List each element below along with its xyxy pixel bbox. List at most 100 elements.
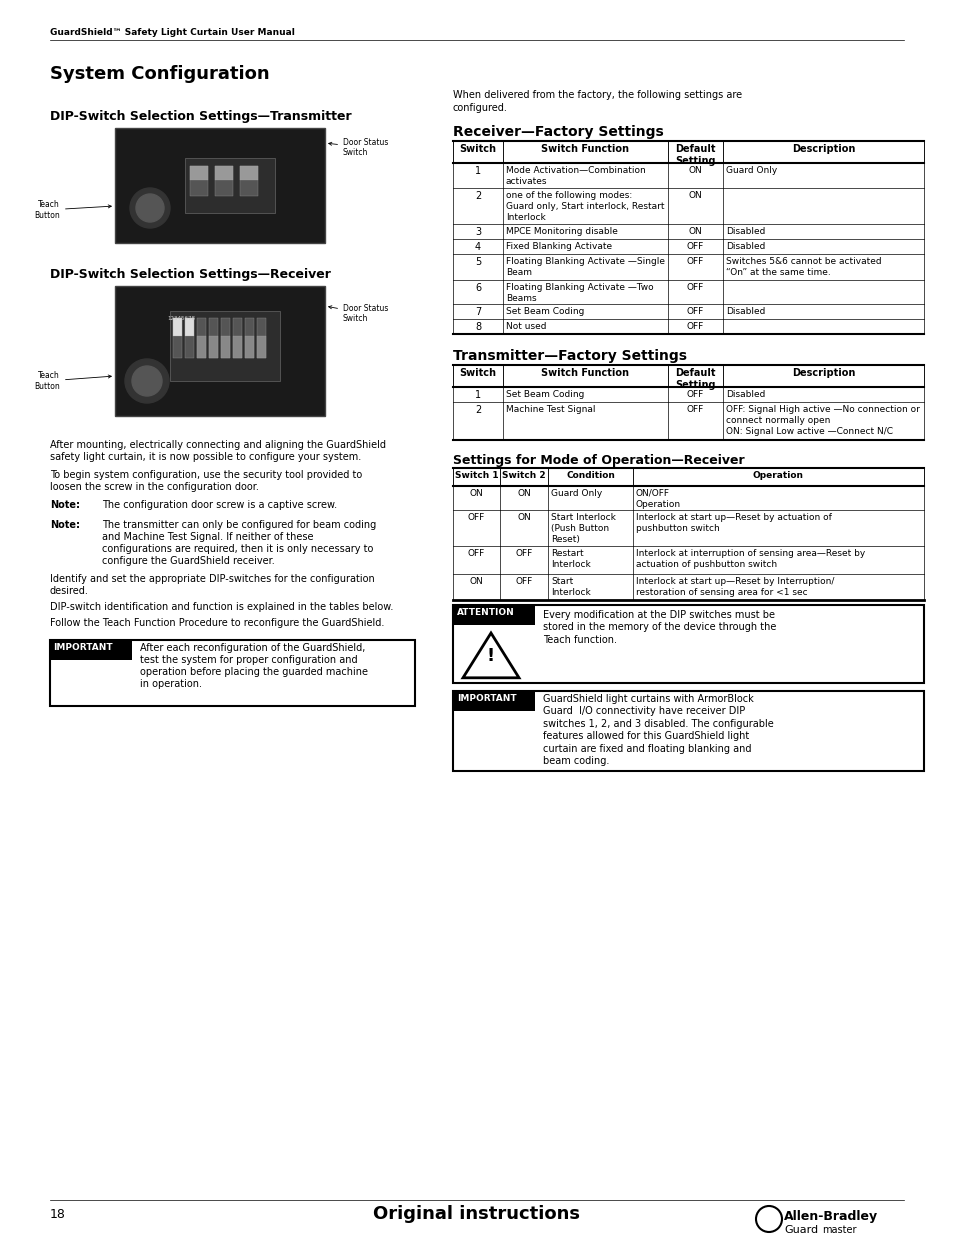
Text: OFF: OFF xyxy=(686,257,703,266)
Circle shape xyxy=(136,194,164,222)
Bar xyxy=(170,311,280,382)
Text: OFF: OFF xyxy=(686,390,703,399)
Text: Operation: Operation xyxy=(752,471,803,480)
Text: ON: ON xyxy=(517,489,530,498)
Text: After each reconfiguration of the GuardShield,: After each reconfiguration of the GuardS… xyxy=(140,643,365,653)
Text: OFF: OFF xyxy=(686,405,703,414)
Text: Disabled: Disabled xyxy=(725,390,764,399)
Bar xyxy=(453,692,535,711)
Text: Allen-Bradley: Allen-Bradley xyxy=(783,1210,877,1223)
Bar xyxy=(115,128,325,243)
Text: one of the following modes:
Guard only, Start interlock, Restart
Interlock: one of the following modes: Guard only, … xyxy=(505,191,664,222)
Bar xyxy=(214,165,233,180)
Bar xyxy=(172,317,182,358)
Bar xyxy=(214,165,233,196)
Text: Disabled: Disabled xyxy=(725,242,764,251)
Text: DIP-switch identification and function is explained in the tables below.: DIP-switch identification and function i… xyxy=(50,601,393,613)
Text: Guard: Guard xyxy=(783,1225,818,1235)
Text: GuardShield™ Safety Light Curtain User Manual: GuardShield™ Safety Light Curtain User M… xyxy=(50,28,294,37)
Circle shape xyxy=(132,366,162,396)
Text: OFF: OFF xyxy=(467,513,485,522)
Text: Teach
Button: Teach Button xyxy=(34,372,112,390)
Text: Fixed Blanking Activate: Fixed Blanking Activate xyxy=(505,242,612,251)
Text: Interlock at start up—Reset by actuation of
pushbutton switch: Interlock at start up—Reset by actuation… xyxy=(636,513,831,534)
Text: Every modification at the DIP switches must be
stored in the memory of the devic: Every modification at the DIP switches m… xyxy=(542,610,776,645)
Text: 2: 2 xyxy=(475,405,480,415)
Text: in operation.: in operation. xyxy=(140,679,202,689)
Bar xyxy=(209,336,218,358)
Text: Original instructions: Original instructions xyxy=(374,1205,579,1223)
Text: Disabled: Disabled xyxy=(725,227,764,236)
Text: OFF: OFF xyxy=(686,242,703,251)
Bar xyxy=(190,165,208,180)
Text: Description: Description xyxy=(791,144,854,154)
Circle shape xyxy=(130,188,170,228)
Bar xyxy=(256,336,266,358)
Text: Floating Blanking Activate —Single
Beam: Floating Blanking Activate —Single Beam xyxy=(505,257,664,277)
Text: The transmitter can only be configured for beam coding: The transmitter can only be configured f… xyxy=(102,520,375,530)
Text: 1: 1 xyxy=(475,165,480,177)
Text: Switch 1: Switch 1 xyxy=(455,471,497,480)
Text: ON/OFF
Operation: ON/OFF Operation xyxy=(636,489,680,509)
Text: desired.: desired. xyxy=(50,585,89,597)
Text: Set Beam Coding: Set Beam Coding xyxy=(505,390,584,399)
Bar xyxy=(240,165,257,180)
Text: 8: 8 xyxy=(475,322,480,332)
Text: OFF: OFF xyxy=(686,308,703,316)
Text: Switch 2: Switch 2 xyxy=(501,471,545,480)
Text: Not used: Not used xyxy=(505,322,546,331)
Text: 12345678: 12345678 xyxy=(167,316,194,321)
Text: operation before placing the guarded machine: operation before placing the guarded mac… xyxy=(140,667,368,677)
Bar xyxy=(209,317,218,358)
Text: Switch Function: Switch Function xyxy=(541,368,629,378)
Text: ON: ON xyxy=(469,577,483,585)
Text: Receiver—Factory Settings: Receiver—Factory Settings xyxy=(453,125,663,140)
Text: DIP-Switch Selection Settings—Receiver: DIP-Switch Selection Settings—Receiver xyxy=(50,268,331,282)
Text: and Machine Test Signal. If neither of these: and Machine Test Signal. If neither of t… xyxy=(102,532,314,542)
Bar xyxy=(256,317,266,358)
Bar xyxy=(233,336,242,358)
Text: Disabled: Disabled xyxy=(725,308,764,316)
Text: Start Interlock
(Push Button
Reset): Start Interlock (Push Button Reset) xyxy=(551,513,616,545)
Text: Note:: Note: xyxy=(50,500,80,510)
Text: ON: ON xyxy=(517,513,530,522)
Text: IMPORTANT: IMPORTANT xyxy=(456,694,517,703)
Text: ON: ON xyxy=(688,165,701,175)
Text: ON: ON xyxy=(469,489,483,498)
Polygon shape xyxy=(462,634,518,678)
Text: The configuration door screw is a captive screw.: The configuration door screw is a captiv… xyxy=(102,500,336,510)
Text: configured.: configured. xyxy=(453,103,507,112)
Text: When delivered from the factory, the following settings are: When delivered from the factory, the fol… xyxy=(453,90,741,100)
Bar xyxy=(453,692,923,771)
Bar xyxy=(453,605,923,683)
Text: loosen the screw in the configuration door.: loosen the screw in the configuration do… xyxy=(50,482,258,492)
Bar xyxy=(196,336,206,358)
Text: Description: Description xyxy=(791,368,854,378)
Bar xyxy=(185,158,274,212)
Text: configure the GuardShield receiver.: configure the GuardShield receiver. xyxy=(102,556,274,566)
Text: IMPORTANT: IMPORTANT xyxy=(53,643,112,652)
Text: System Configuration: System Configuration xyxy=(50,65,270,83)
Text: Set Beam Coding: Set Beam Coding xyxy=(505,308,584,316)
Text: Interlock at interruption of sensing area—Reset by
actuation of pushbutton switc: Interlock at interruption of sensing are… xyxy=(636,550,864,569)
Text: Switch: Switch xyxy=(459,368,496,378)
Bar xyxy=(185,317,193,336)
Text: OFF: OFF xyxy=(686,283,703,291)
Bar xyxy=(221,317,230,358)
Circle shape xyxy=(125,359,169,403)
Text: OFF: Signal High active —No connection or
connect normally open
ON: Signal Low a: OFF: Signal High active —No connection o… xyxy=(725,405,919,436)
Bar xyxy=(453,605,535,625)
Text: Transmitter—Factory Settings: Transmitter—Factory Settings xyxy=(453,350,686,363)
Bar xyxy=(115,287,325,416)
Text: Door Status
Switch: Door Status Switch xyxy=(329,138,388,157)
Text: After mounting, electrically connecting and aligning the GuardShield: After mounting, electrically connecting … xyxy=(50,440,386,450)
Text: OFF: OFF xyxy=(686,322,703,331)
Bar xyxy=(190,165,208,196)
Text: test the system for proper configuration and: test the system for proper configuration… xyxy=(140,655,357,664)
Text: Guard Only: Guard Only xyxy=(725,165,777,175)
Text: Default
Setting: Default Setting xyxy=(675,144,715,167)
Text: Default
Setting: Default Setting xyxy=(675,368,715,390)
Bar xyxy=(240,165,257,196)
Text: To begin system configuration, use the security tool provided to: To begin system configuration, use the s… xyxy=(50,471,362,480)
Text: configurations are required, then it is only necessary to: configurations are required, then it is … xyxy=(102,543,373,555)
